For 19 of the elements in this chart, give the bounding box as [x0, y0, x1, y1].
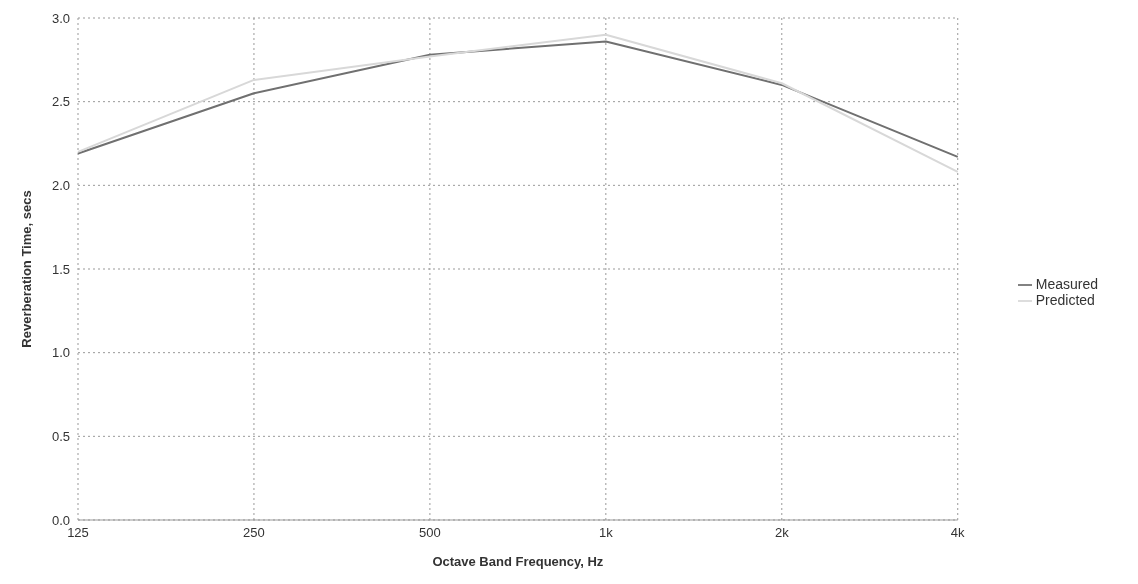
y-tick-label: 1.5: [51, 261, 70, 277]
y-tick-label: 0.5: [51, 428, 70, 444]
line-series: [77, 40, 959, 158]
legend-label: Predicted: [1035, 292, 1095, 308]
y-tick-label: 0.0: [51, 512, 70, 528]
legend-label: Measured: [1035, 275, 1098, 292]
y-tick-label: 3.0: [51, 10, 70, 26]
x-tick-label: 250: [243, 525, 265, 541]
y-tick-label: 1.0: [51, 345, 70, 361]
x-axis-title: Octave Band Frequency, Hz: [432, 554, 604, 569]
y-tick-label: 2.0: [51, 177, 70, 193]
y-tick-label: 2.5: [51, 94, 70, 110]
line-series: [77, 33, 959, 173]
x-tick-label: 1k: [598, 525, 614, 541]
x-tick-label: 2k: [774, 525, 790, 541]
x-tick-label: 125: [67, 525, 89, 541]
y-axis-title: Reverberation Time, secs: [18, 190, 34, 348]
x-tick-label: 500: [419, 525, 441, 541]
x-tick-label: 4k: [950, 525, 966, 541]
